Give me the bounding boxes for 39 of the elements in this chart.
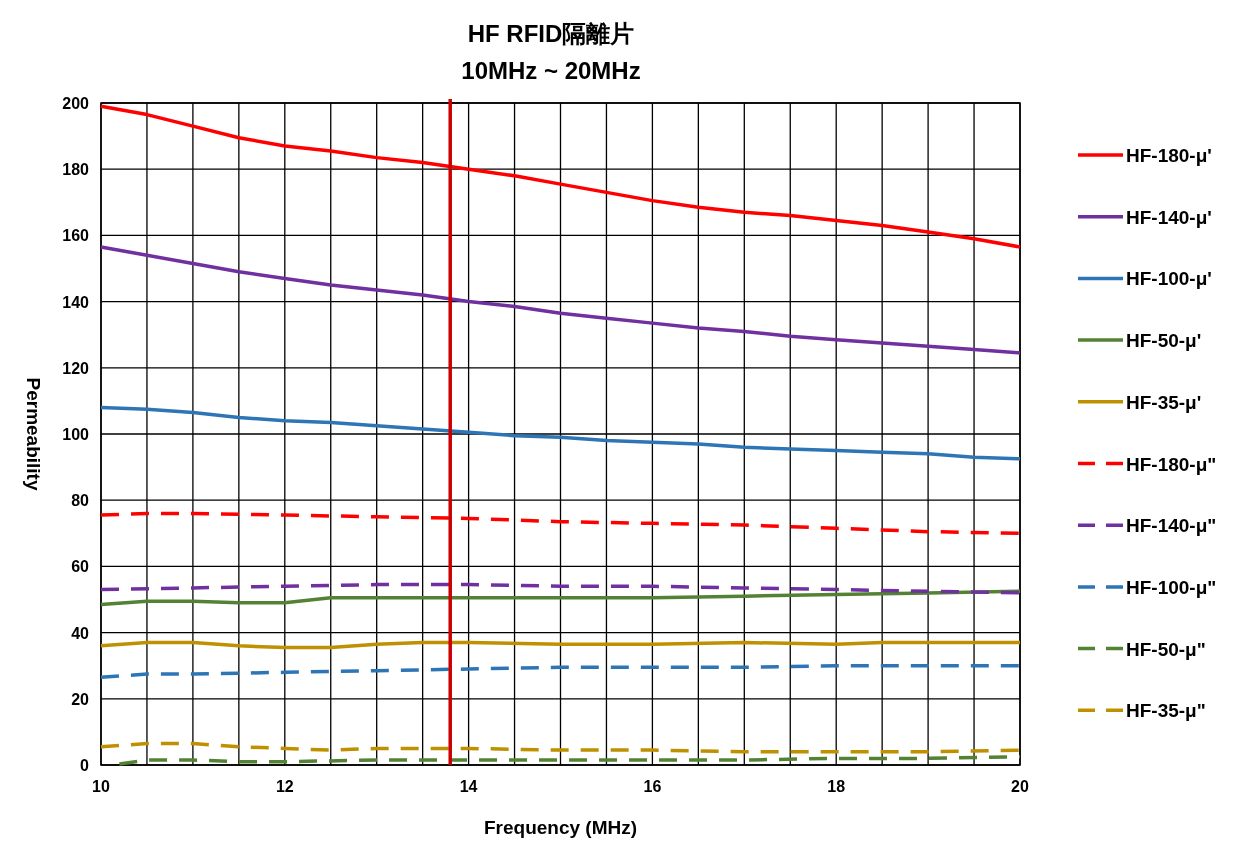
y-axis-title: Permeability: [23, 377, 44, 491]
legend-label: HF-180-μ': [1126, 145, 1212, 166]
y-tick-label: 20: [71, 690, 90, 708]
x-tick-label: 10: [92, 778, 110, 795]
line-series: [99, 589, 1022, 607]
y-tick-label: 80: [71, 492, 90, 510]
x-tick-label: 16: [643, 778, 662, 795]
chart-title: HF RFID隔離片: [467, 20, 635, 47]
x-axis-title: Frequency (MHz): [483, 817, 638, 838]
y-tick-label: 180: [62, 161, 90, 179]
y-tick-label: 60: [71, 558, 90, 576]
legend-label: HF-35-μ": [1126, 700, 1206, 722]
legend-label: HF-35-μ': [1126, 391, 1202, 413]
legend-label: HF-100-μ": [1126, 576, 1217, 598]
y-tick-label: 200: [62, 95, 90, 112]
y-tick-label: 0: [80, 757, 90, 774]
y-tick-label: 160: [62, 227, 90, 245]
y-tick-label: 140: [62, 293, 90, 311]
line-series: [99, 582, 1022, 595]
legend-label: HF-100-μ': [1126, 268, 1212, 290]
line-series: [99, 741, 1022, 754]
legend-label: HF-180-μ": [1126, 453, 1217, 475]
y-tick-label: 100: [62, 426, 90, 443]
chart-subtitle: 10MHz ~ 20MHz: [461, 57, 641, 84]
legend-label: HF-140-μ": [1126, 515, 1217, 537]
line-series: [117, 754, 1022, 766]
legend-label: HF-50-μ": [1126, 638, 1206, 660]
line-series: [99, 405, 1022, 461]
line-series: [99, 511, 1022, 536]
line-series: [99, 245, 1022, 355]
legend-label: HF-140-μ': [1126, 206, 1212, 228]
x-tick-label: 18: [827, 778, 846, 795]
x-tick-label: 20: [1011, 778, 1029, 795]
y-tick-label: 120: [62, 359, 90, 377]
x-tick-label: 14: [459, 778, 478, 795]
line-series: [99, 663, 1022, 680]
y-tick-label: 40: [71, 624, 90, 642]
x-tick-label: 12: [275, 778, 294, 795]
legend-label: HF-50-μ': [1126, 330, 1202, 352]
